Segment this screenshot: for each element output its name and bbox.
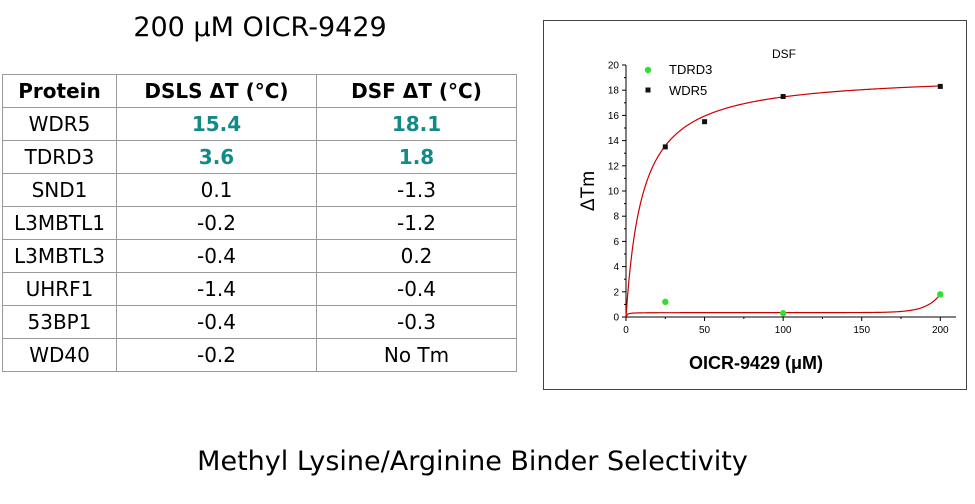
wdr5-point <box>937 83 943 89</box>
y-tick-label: 16 <box>608 111 620 122</box>
dsls-value-cell: 15.4 <box>116 107 317 141</box>
legend-tdrd3-label: TDRD3 <box>669 62 712 77</box>
dsls-value-cell: -0.2 <box>116 206 317 240</box>
page-title: 200 μM OICR-9429 <box>133 12 387 43</box>
legend-wdr5-label: WDR5 <box>669 83 707 98</box>
y-tick-label: 8 <box>613 212 619 223</box>
column-header-dsf: DSF ΔT (°C) <box>316 74 517 108</box>
table-row: UHRF1 -1.4 -0.4 <box>2 272 517 306</box>
dsls-value-cell: 3.6 <box>116 140 317 174</box>
legend-wdr5-marker <box>645 87 651 93</box>
dsf-value-cell: -1.3 <box>316 173 517 207</box>
dsf-value-cell: No Tm <box>316 338 517 372</box>
wdr5-point <box>702 119 708 125</box>
x-tick-label: 50 <box>699 325 711 336</box>
tdrd3-point <box>779 310 787 317</box>
dsf-value-cell: 0.2 <box>316 239 517 273</box>
y-tick-label: 2 <box>613 287 619 298</box>
protein-cell: L3MBTL1 <box>2 206 117 240</box>
y-tick-label: 6 <box>613 237 619 248</box>
table-row: L3MBTL3 -0.4 0.2 <box>2 239 517 273</box>
protein-cell: L3MBTL3 <box>2 239 117 273</box>
protein-cell: WDR5 <box>2 107 117 141</box>
chart-title: DSF <box>772 47 796 61</box>
dsf-value-cell: -0.3 <box>316 305 517 339</box>
dsls-value-cell: -0.4 <box>116 305 317 339</box>
table-row: TDRD3 3.6 1.8 <box>2 140 517 174</box>
table-row: 53BP1 -0.4 -0.3 <box>2 305 517 339</box>
x-tick-label: 100 <box>775 325 792 336</box>
y-tick-label: 10 <box>608 187 620 198</box>
wdr5-fit-curve <box>625 85 941 316</box>
column-header-protein: Protein <box>2 74 117 108</box>
table-body: WDR5 15.4 18.1 TDRD3 3.6 1.8 SND1 0.1 -1.3 L3MBTL… <box>2 107 517 372</box>
x-axis-label: OICR-9429 (μM) <box>689 353 823 373</box>
protein-cell: UHRF1 <box>2 272 117 306</box>
x-tick-label: 0 <box>623 325 629 336</box>
table-header-row: Protein DSLS ΔT (°C) DSF ΔT (°C) <box>2 74 517 108</box>
column-header-dsls: DSLS ΔT (°C) <box>116 74 317 108</box>
selectivity-table: Protein DSLS ΔT (°C) DSF ΔT (°C) WDR5 15.… <box>2 74 517 372</box>
protein-cell: 53BP1 <box>2 305 117 339</box>
legend-tdrd3-marker <box>644 66 652 74</box>
x-tick-label: 150 <box>853 325 870 336</box>
y-axis-label: ΔTm <box>578 171 599 211</box>
wdr5-point <box>780 94 786 99</box>
protein-cell: WD40 <box>2 338 117 372</box>
tdrd3-point <box>662 298 669 306</box>
tdrd3-point <box>937 291 944 298</box>
y-tick-label: 18 <box>608 86 620 97</box>
x-tick-label: 200 <box>932 325 949 336</box>
y-tick-label: 4 <box>613 262 619 273</box>
y-tick-label: 0 <box>613 313 619 324</box>
table-row: WDR5 15.4 18.1 <box>2 107 517 141</box>
dsf-chart-panel: 0 2 4 6 8 10 12 14 16 18 20 0 50 100 150 200 DSF OICR-942… <box>543 20 967 390</box>
dsls-value-cell: -1.4 <box>116 272 317 306</box>
protein-cell: TDRD3 <box>2 140 117 174</box>
dsf-value-cell: -1.2 <box>316 206 517 240</box>
y-tick-label: 14 <box>608 136 620 147</box>
dsf-value-cell: 18.1 <box>316 107 517 141</box>
dsf-value-cell: 1.8 <box>316 140 517 174</box>
footer-caption: Methyl Lysine/Arginine Binder Selectivit… <box>0 446 975 477</box>
footer-caption-text: Methyl Lysine/Arginine Binder Selectivit… <box>197 446 748 477</box>
wdr5-point <box>662 144 668 150</box>
table-row: SND1 0.1 -1.3 <box>2 173 517 207</box>
y-tick-label: 20 <box>608 61 620 72</box>
dsls-value-cell: -0.2 <box>116 338 317 372</box>
dsls-value-cell: 0.1 <box>116 173 317 207</box>
table-row: L3MBTL1 -0.2 -1.2 <box>2 206 517 240</box>
dsf-value-cell: -0.4 <box>316 272 517 306</box>
y-tick-label: 12 <box>608 161 620 172</box>
dsls-value-cell: -0.4 <box>116 239 317 273</box>
table-row: WD40 -0.2 No Tm <box>2 338 517 372</box>
protein-cell: SND1 <box>2 173 117 207</box>
